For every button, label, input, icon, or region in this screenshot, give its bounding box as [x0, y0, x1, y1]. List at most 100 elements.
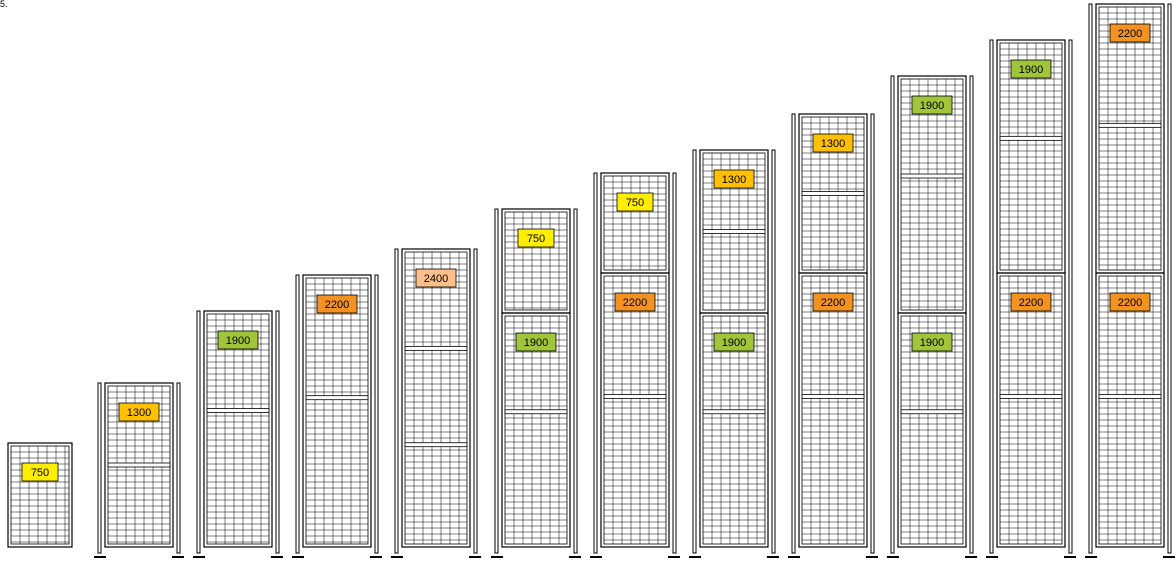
panel-rail	[206, 408, 270, 414]
mesh-panel: 1900	[501, 312, 571, 548]
post-right	[969, 75, 974, 554]
post-left	[295, 274, 300, 554]
size-label-box	[1010, 292, 1052, 312]
panel-inner-frame	[305, 277, 369, 545]
wire-mesh	[1000, 43, 1062, 270]
panel-rail	[107, 462, 171, 468]
size-label-1300: 1300	[812, 133, 854, 153]
size-label-2200: 2200	[316, 294, 358, 314]
panel-rail	[999, 135, 1063, 141]
panel-frame	[104, 382, 174, 548]
mesh-panel: 1900	[203, 310, 273, 548]
panel-column-1: 750	[7, 442, 73, 548]
panel-rail	[305, 395, 369, 401]
post-right	[374, 274, 379, 554]
post-left	[593, 172, 598, 554]
post-left	[394, 248, 399, 554]
size-label-2200: 2200	[614, 292, 656, 312]
size-label-box	[1109, 23, 1151, 43]
size-label-1900: 1900	[217, 330, 259, 350]
panel-column-4: 2200	[292, 274, 382, 558]
panel-inner-frame	[603, 175, 667, 271]
size-label-text: 750	[527, 233, 545, 245]
wire-mesh	[1099, 276, 1161, 544]
panel-inner-frame	[404, 251, 468, 545]
post-left	[1088, 3, 1093, 554]
wire-mesh	[505, 316, 567, 544]
size-label-text: 2200	[1118, 297, 1142, 309]
size-label-text: 1300	[821, 138, 845, 150]
size-label-box	[515, 332, 557, 352]
wire-mesh	[207, 314, 269, 544]
panel-column-5: 2400	[391, 248, 481, 558]
wire-mesh	[11, 446, 69, 544]
panel-frame	[501, 312, 571, 548]
panel-inner-frame	[1098, 275, 1162, 545]
post-right	[1167, 3, 1172, 554]
panel-column-2: 1300	[94, 382, 184, 558]
size-label-750: 750	[517, 228, 555, 248]
panel-frame	[1095, 3, 1165, 274]
size-label-2200: 2200	[1010, 292, 1052, 312]
panel-inner-frame	[999, 275, 1063, 545]
figure-number: 5.	[0, 0, 8, 9]
panel-frame	[798, 272, 868, 548]
panel-column-6: 750 1900	[491, 208, 581, 558]
size-label-box	[217, 330, 259, 350]
wire-mesh	[901, 79, 963, 310]
panel-column-11: 1900 2200	[986, 39, 1076, 558]
panel-frame	[401, 248, 471, 548]
mesh-panel: 2400	[401, 248, 471, 548]
panel-frame	[203, 310, 273, 548]
mesh-panel: 1300	[104, 382, 174, 548]
mesh-panel: 2200	[302, 274, 372, 548]
wire-mesh	[1000, 276, 1062, 544]
size-label-box	[517, 228, 555, 248]
mesh-panel: 2200	[1095, 272, 1165, 548]
size-label-box	[1109, 292, 1151, 312]
post-left	[890, 75, 895, 554]
size-label-text: 2200	[1118, 28, 1142, 40]
post-right	[1068, 39, 1073, 554]
mesh-panel: 2200	[1095, 3, 1165, 274]
size-label-box	[614, 292, 656, 312]
panel-inner-frame	[504, 211, 568, 311]
panel-rail	[900, 409, 964, 415]
panel-column-8: 1300 1900	[689, 149, 779, 558]
wire-mesh	[1099, 7, 1161, 270]
panel-inner-frame	[1098, 6, 1162, 271]
size-label-box	[415, 268, 457, 288]
panel-frame	[7, 442, 73, 548]
panel-frame	[600, 272, 670, 548]
size-label-text: 1900	[524, 337, 548, 349]
size-label-1900: 1900	[713, 332, 755, 352]
panel-inner-frame	[999, 42, 1063, 271]
panel-column-10: 1900 1900	[887, 75, 977, 558]
post-left	[494, 208, 499, 554]
size-label-2200: 2200	[812, 292, 854, 312]
panel-frame	[302, 274, 372, 548]
panel-column-3: 1900	[193, 310, 283, 558]
panel-rail	[404, 345, 468, 351]
size-label-box	[316, 294, 358, 314]
panel-rail	[603, 394, 667, 400]
panel-rail	[404, 442, 468, 448]
mesh-panel: 1900	[897, 75, 967, 314]
size-label-text: 2400	[424, 273, 448, 285]
post-left	[791, 113, 796, 554]
panel-frame	[501, 208, 571, 314]
panel-column-7: 750 2200	[590, 172, 680, 558]
size-label-2400: 2400	[415, 268, 457, 288]
panel-inner-frame	[206, 313, 270, 545]
size-label-1900: 1900	[911, 332, 953, 352]
mesh-panel: 2200	[600, 272, 670, 548]
mesh-panel: 1300	[798, 113, 868, 274]
size-label-1300: 1300	[118, 402, 160, 422]
panel-rail	[702, 409, 766, 415]
size-label-2200: 2200	[1109, 292, 1151, 312]
panel-frame	[897, 312, 967, 548]
size-label-1900: 1900	[911, 95, 953, 115]
mesh-panel: 2200	[996, 272, 1066, 548]
size-label-text: 2200	[623, 297, 647, 309]
mesh-panel: 750	[600, 172, 670, 274]
